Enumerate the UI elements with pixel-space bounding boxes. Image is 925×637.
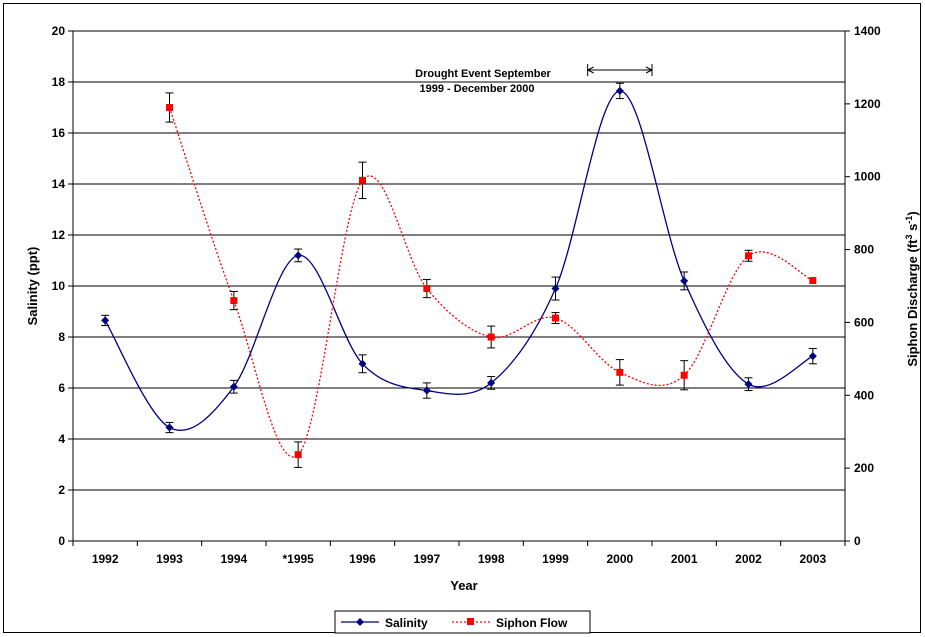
siphon-flow-point [423,285,431,293]
salinity-point [101,316,110,325]
legend-salinity-marker [356,618,364,626]
x-tick-label: 1993 [156,552,183,566]
siphon-flow-point [359,176,366,184]
annotation-line-2: 1999 - December 2000 [420,83,535,95]
y2-axis-title-sup1: 3 [904,235,914,240]
x-tick-label: 1998 [478,552,505,566]
x-tick-label: 2003 [799,552,826,566]
x-tick-label: 2001 [671,552,698,566]
y-axis-title: Salinity (ppt) [25,247,40,326]
salinity-point [487,378,496,387]
drought-annotation: Drought Event September 1999 - December … [415,64,654,95]
y2-axis-title-suffix: ) [905,211,920,215]
x-tick-label: 2002 [735,552,762,566]
legend-salinity-label: Salinity [385,616,428,630]
salinity-point [808,352,817,361]
siphon-flow-point [294,451,302,459]
y2-tick-label: 0 [854,534,861,548]
x-tick-label: 1999 [542,552,569,566]
siphon-flow-point [166,104,173,111]
y-tick-label: 14 [52,177,66,191]
salinity-point [422,386,431,395]
y2-tick-label: 400 [854,388,874,402]
salinity-series [101,82,817,434]
siphon-flow-point [809,277,817,285]
y-tick-label: 12 [52,228,66,242]
siphon-flow-point [680,371,688,379]
salinity-point [358,359,367,368]
y2-axis-title-prefix: Siphon Discharge (ft [905,239,920,367]
y2-tick-label: 600 [854,315,874,329]
siphon-flow-point [230,297,238,305]
siphon-flow-point [487,333,495,341]
y2-tick-label: 200 [854,461,874,475]
salinity-point [744,380,753,389]
salinity-point [294,251,303,260]
siphon-flow-series [165,92,817,468]
siphon-flow-point [616,368,624,376]
gridlines [73,30,845,491]
siphon-flow-line [168,107,814,458]
legend-box [334,610,591,634]
salinity-point [229,382,238,391]
salinity-point [551,284,560,293]
x-tick-label: 1996 [349,552,376,566]
legend-siphon-label: Siphon Flow [496,616,568,630]
salinity-point [615,86,624,95]
y2-tick-label: 1400 [854,24,881,38]
y2-axis-title-sup2: -1 [904,216,914,224]
y-tick-label: 8 [58,330,65,344]
y2-tick-label: 800 [854,243,874,257]
y2-axis-title: Siphon Discharge (ft3 s-1) [904,211,920,366]
annotation-line-1: Drought Event September [415,68,551,80]
siphon-flow-point [745,252,752,260]
x-tick-label: 2000 [606,552,633,566]
salinity-point [165,423,174,432]
legend-siphon-marker [467,618,474,625]
y-tick-label: 16 [52,126,66,140]
x-axis-title: Year [450,578,477,593]
y-tick-label: 6 [58,381,65,395]
y-tick-label: 20 [52,24,66,38]
y-tick-label: 2 [58,483,65,497]
x-tick-label: 1994 [220,552,247,566]
x-tick-label: 1992 [92,552,119,566]
y-tick-label: 10 [52,279,66,293]
y-tick-label: 18 [52,75,66,89]
x-tick-label: 1997 [413,552,440,566]
x-tick-label: *1995 [282,552,314,566]
tick-labels: 0246810121416182002004006008001000120014… [52,24,881,566]
drought-arrow-left [586,66,594,74]
axes [68,30,850,546]
y2-tick-label: 1000 [854,170,881,184]
y2-tick-label: 1200 [854,97,881,111]
drought-arrow-right [645,66,654,74]
siphon-flow-point [552,314,559,322]
salinity-point [680,276,689,285]
y-tick-label: 0 [58,534,65,548]
y2-axis-title-mid: s [905,224,920,235]
salinity-line [104,90,814,431]
y-tick-label: 4 [58,432,65,446]
legend: Salinity Siphon Flow [334,610,591,634]
